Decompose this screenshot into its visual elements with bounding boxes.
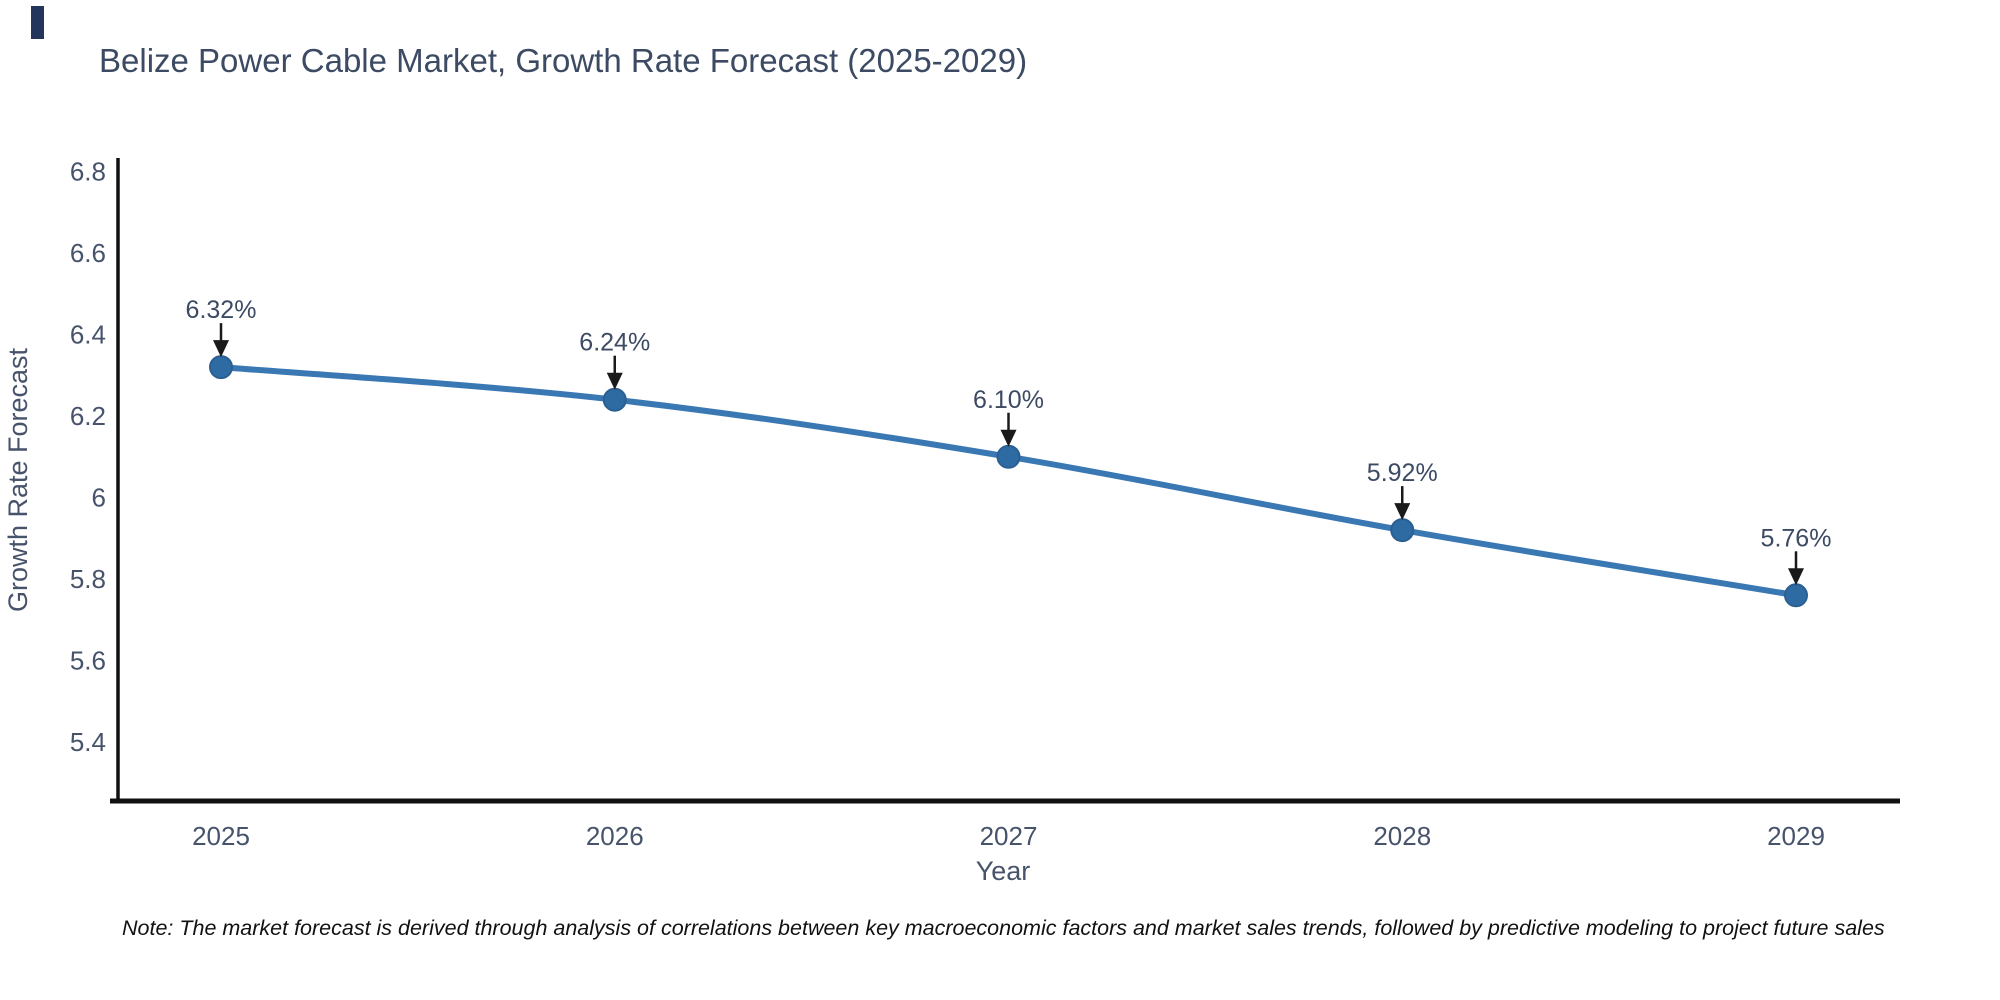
annotation-arrowhead-icon: [1000, 429, 1017, 447]
y-tick-label: 6.2: [70, 401, 106, 431]
data-point-marker[interactable]: [1784, 583, 1808, 608]
x-axis-title: Year: [976, 856, 1031, 886]
ticks-layer: 6.8 6.6 6.4 6.2 6 5.8 5.6 5.4 2025 2026 2027 2028 20…: [70, 157, 1825, 852]
axes-layer: [110, 158, 1900, 804]
annotation-arrowhead-icon: [1788, 568, 1804, 586]
y-tick-label: 5.4: [70, 727, 106, 757]
y-tick-label: 6.4: [70, 320, 106, 350]
data-point-marker[interactable]: [209, 355, 233, 380]
x-tick-label: 2026: [586, 821, 644, 851]
series-layer: [209, 355, 1808, 608]
chart-title: Belize Power Cable Market, Growth Rate F…: [99, 42, 1028, 79]
data-point-marker[interactable]: [996, 444, 1021, 469]
y-tick-label: 5.6: [70, 646, 106, 676]
annotation-arrowhead-icon: [1394, 503, 1411, 521]
y-tick-label: 5.8: [70, 564, 106, 594]
corner-accent-bar: [31, 6, 44, 39]
data-point-label: 5.92%: [1367, 459, 1438, 487]
x-tick-label: 2028: [1373, 821, 1431, 851]
x-tick-label: 2025: [192, 821, 250, 851]
data-point-label: 5.76%: [1761, 524, 1832, 552]
data-point-label: 6.32%: [186, 296, 257, 324]
annotations-layer: 6.32% 6.24% 6.10% 5.92% 5.76%: [186, 296, 1832, 586]
y-axis-title: Growth Rate Forecast: [3, 347, 33, 612]
y-tick-label: 6.6: [70, 238, 106, 268]
footnote: Note: The market forecast is derived thr…: [122, 916, 1885, 940]
data-point-marker[interactable]: [1390, 518, 1415, 543]
x-tick-label: 2029: [1767, 821, 1825, 851]
y-tick-label: 6: [92, 483, 106, 513]
annotation-arrowhead-icon: [213, 340, 229, 358]
y-tick-label: 6.8: [70, 157, 106, 187]
data-point-marker[interactable]: [602, 387, 627, 412]
annotation-arrowhead-icon: [606, 372, 623, 390]
data-point-label: 6.24%: [579, 329, 650, 357]
x-tick-label: 2027: [980, 821, 1038, 851]
data-point-label: 6.10%: [973, 386, 1044, 414]
